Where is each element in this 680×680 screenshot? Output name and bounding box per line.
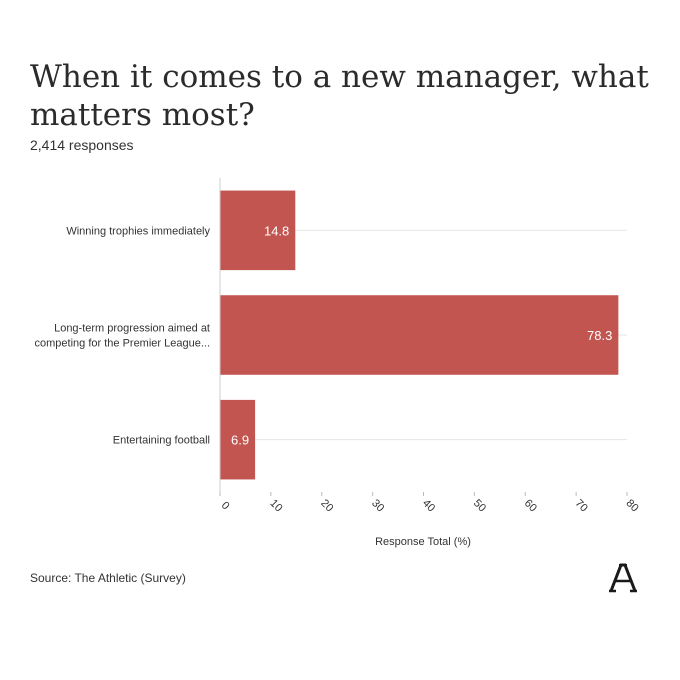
bars: 14.8 78.3 6.9 [220,190,619,480]
data-label: 78.3 [587,328,612,343]
x-tick-label: 70 [573,497,590,514]
data-label: 14.8 [264,223,289,238]
bar [220,190,296,271]
chart-subtitle: 2,414 responses [30,137,134,153]
x-tick-label: 40 [420,497,437,514]
bar [220,399,256,480]
the-athletic-logo-icon [609,563,637,593]
category-labels: Winning trophies immediately Long-term pr… [35,225,211,446]
x-axis-label: Response Total (%) [375,536,471,548]
category-label: competing for the Premier League... [35,338,210,350]
x-tick-label: 0 [219,499,232,512]
data-label: 6.9 [231,433,249,448]
x-tick-label: 60 [522,497,539,514]
x-tick-label: 80 [624,497,641,514]
category-label: Entertaining football [113,435,210,447]
x-tick-label: 20 [318,497,335,514]
x-tick-label: 10 [267,497,284,514]
chart-title: When it comes to a new manager, what mat… [30,59,649,133]
category-label: Long-term progression aimed at [54,323,210,335]
bar [220,295,619,375]
source-note: Source: The Athletic (Survey) [30,571,186,585]
x-tick-label: 30 [369,497,386,514]
category-label: Winning trophies immediately [66,225,210,237]
x-tick-label: 50 [471,497,488,514]
